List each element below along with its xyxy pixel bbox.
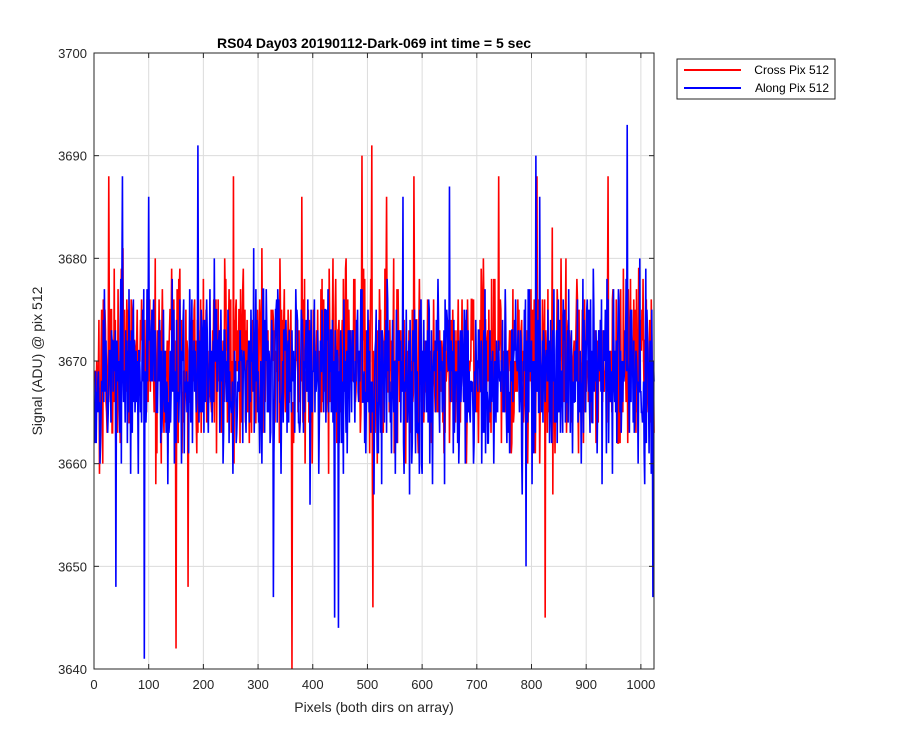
legend-label-along: Along Pix 512 <box>755 81 829 95</box>
x-tick-label: 600 <box>411 677 433 692</box>
series-layer <box>93 124 655 670</box>
y-tick-label: 3640 <box>58 662 87 677</box>
y-tick-label: 3650 <box>58 559 87 574</box>
x-tick-label: 200 <box>193 677 215 692</box>
chart-title: RS04 Day03 20190112-Dark-069 int time = … <box>217 35 531 51</box>
x-tick-label: 1000 <box>626 677 655 692</box>
series-line-along-pix-512 <box>93 124 655 659</box>
y-tick-label: 3670 <box>58 354 87 369</box>
y-tick-label: 3660 <box>58 457 87 472</box>
x-tick-label: 500 <box>357 677 379 692</box>
legend-box <box>676 58 836 100</box>
x-tick-label: 400 <box>302 677 324 692</box>
x-tick-label: 0 <box>90 677 97 692</box>
legend-label-cross: Cross Pix 512 <box>754 63 829 77</box>
legend: Cross Pix 512 Along Pix 512 <box>676 58 836 100</box>
y-axis-label: Signal (ADU) @ pix 512 <box>29 286 45 435</box>
y-tick-label: 3700 <box>58 46 87 61</box>
x-axis-label: Pixels (both dirs on array) <box>294 699 454 715</box>
x-tick-label: 800 <box>521 677 543 692</box>
x-tick-label: 300 <box>247 677 269 692</box>
x-tick-label: 700 <box>466 677 488 692</box>
ticks: 0 100 200 300 400 500 600 700 800 900 1000 3640 3650… <box>58 46 655 692</box>
y-tick-label: 3690 <box>58 149 87 164</box>
x-tick-label: 900 <box>575 677 597 692</box>
y-tick-label: 3680 <box>58 251 87 266</box>
x-tick-label: 100 <box>138 677 160 692</box>
